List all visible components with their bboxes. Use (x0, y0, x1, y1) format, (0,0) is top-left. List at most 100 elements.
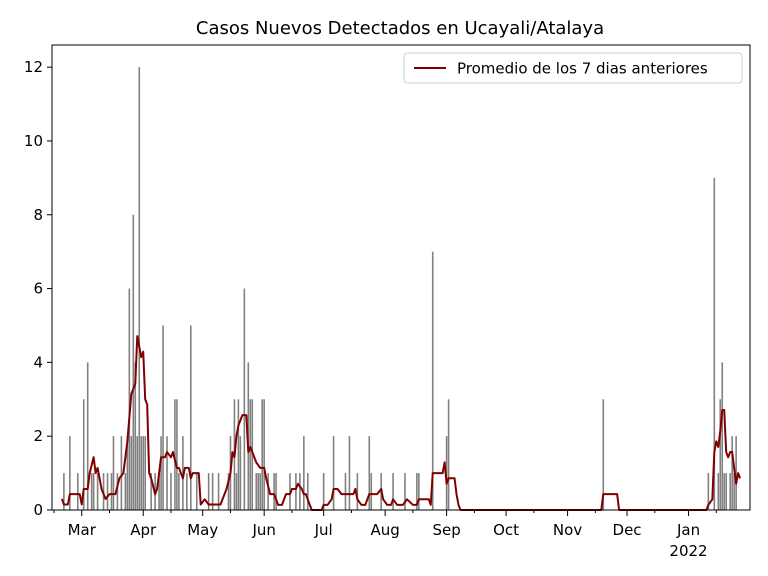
case-bar (160, 436, 162, 510)
case-bar (275, 473, 277, 510)
case-bar (106, 473, 109, 510)
case-bar (721, 362, 724, 510)
y-tick-label: 8 (33, 206, 43, 224)
x-tick-year-label: 2022 (669, 542, 707, 560)
case-bar (447, 399, 450, 510)
case-bar (273, 473, 275, 510)
case-bar (140, 436, 143, 510)
x-tick-label: Oct (493, 521, 519, 539)
case-bar (142, 436, 145, 510)
case-bar (263, 399, 265, 510)
case-bar (729, 473, 731, 510)
case-bar (235, 473, 238, 510)
case-bar (207, 473, 210, 510)
case-bar (257, 473, 260, 510)
x-tick-label: Aug (370, 521, 399, 539)
case-bar (69, 436, 71, 510)
axes-frame (51, 44, 751, 511)
case-bar (86, 362, 89, 510)
chart-title: Casos Nuevos Detectados en Ucayali/Atala… (196, 18, 604, 39)
case-bar (243, 288, 246, 510)
case-bar (110, 473, 113, 510)
case-bar (174, 399, 176, 510)
case-bar (332, 436, 335, 510)
case-bar (150, 473, 152, 510)
case-bar (227, 473, 230, 510)
axes-layer: 0 2 4 6 8 10 12 Mar Apr May Jun Jul Aug Sep Oct Nov Dec J… (24, 44, 751, 560)
case-bar (307, 473, 309, 510)
average-line (60, 335, 742, 511)
legend: Promedio de los 7 dias anteriores (403, 52, 743, 84)
x-tick-label: Dec (613, 521, 642, 539)
case-bar (134, 362, 137, 510)
y-tick-label: 12 (24, 58, 43, 76)
y-tick-label: 10 (24, 132, 43, 150)
case-bar (136, 436, 139, 510)
x-tick-label: Jul (314, 521, 333, 539)
case-bar (178, 473, 180, 510)
case-bar (725, 473, 727, 510)
case-bar (255, 473, 258, 510)
case-bar (120, 436, 123, 510)
case-bar (370, 473, 373, 510)
case-bar (404, 473, 406, 510)
x-tick-label: May (187, 521, 218, 539)
legend-box (403, 52, 743, 84)
case-bar (92, 473, 95, 510)
case-bar (735, 436, 737, 510)
case-bar (126, 436, 129, 510)
case-bar (392, 473, 394, 510)
case-bar (128, 288, 131, 510)
x-tick-label: Mar (68, 521, 97, 539)
case-bar (237, 399, 240, 510)
case-bar (158, 473, 160, 510)
case-bar (713, 177, 716, 511)
case-bar (162, 325, 164, 510)
case-bar (76, 473, 79, 510)
legend-label: Promedio de los 7 dias anteriores (457, 60, 708, 78)
case-bar (348, 436, 351, 510)
case-bar (124, 473, 127, 510)
y-tick-label: 2 (33, 427, 43, 445)
case-bar (299, 473, 301, 510)
case-bar (303, 436, 305, 510)
case-bar (733, 473, 735, 510)
case-bar (211, 473, 214, 510)
case-bar (186, 473, 188, 510)
case-bar (116, 473, 119, 510)
case-bar (82, 399, 85, 510)
case-bar (249, 399, 252, 510)
case-bar (96, 473, 99, 510)
x-tick-label: Jan (676, 521, 700, 539)
case-bar (217, 473, 220, 510)
case-bar (723, 473, 726, 510)
y-tick-label: 0 (33, 501, 43, 519)
case-bar (707, 473, 710, 510)
case-bar (356, 473, 359, 510)
case-bar (144, 436, 146, 510)
case-bar (295, 473, 297, 510)
case-bar (195, 473, 198, 510)
average-line-layer (60, 335, 742, 511)
case-bar (418, 473, 420, 510)
case-bar (344, 473, 347, 510)
case-bar (130, 436, 133, 510)
x-tick-label: Apr (130, 521, 157, 539)
case-bar (170, 473, 172, 510)
case-bar (239, 436, 242, 510)
case-bar (719, 399, 722, 510)
x-tick-label: Jun (251, 521, 275, 539)
case-bar (259, 473, 262, 510)
x-tick-label: Nov (553, 521, 582, 539)
case-bar (368, 436, 371, 510)
x-tick-label: Sep (432, 521, 460, 539)
case-bar (261, 399, 263, 510)
case-bar (602, 399, 605, 510)
y-tick-label: 6 (33, 280, 43, 298)
case-bar (731, 436, 733, 510)
case-bar (63, 473, 65, 510)
case-bar (166, 436, 168, 510)
case-bar (431, 251, 434, 511)
case-bar (416, 473, 418, 510)
